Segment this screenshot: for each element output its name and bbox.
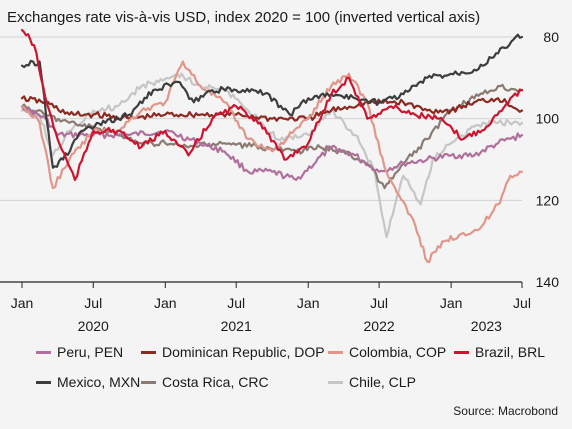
x-tick-label: Jan: [440, 295, 463, 311]
x-tick-label: Jan: [297, 295, 320, 311]
source-note: Source: Macrobond: [453, 404, 558, 418]
x-year-label: 2020: [78, 318, 109, 334]
legend-item-dominican-republic: Dominican Republic, DOP: [141, 344, 325, 360]
legend-label-dominican-republic: Dominican Republic, DOP: [162, 344, 325, 360]
x-tick-label: Jan: [154, 295, 177, 311]
legend-swatch-costa-rica: [141, 380, 156, 384]
legend-swatch-colombia: [328, 350, 343, 354]
y-tick-label: 80: [543, 29, 559, 45]
legend-swatch-chile: [328, 380, 343, 384]
x-tick-label: Jul: [84, 295, 102, 311]
series-line-chile: [20, 72, 524, 239]
x-tick-label: Jul: [513, 295, 531, 311]
legend-label-costa-rica: Costa Rica, CRC: [162, 374, 269, 390]
series-line-colombia: [20, 60, 524, 263]
series-lines: [20, 28, 524, 263]
legend-label-chile: Chile, CLP: [349, 374, 416, 390]
legend-item-costa-rica: Costa Rica, CRC: [141, 374, 269, 390]
x-tick-label: Jul: [227, 295, 245, 311]
legend-swatch-peru: [36, 350, 51, 354]
y-tick-label: 100: [536, 111, 560, 127]
y-tick-label: 120: [536, 192, 560, 208]
legend-swatch-mexico: [36, 380, 51, 384]
legend-label-brazil: Brazil, BRL: [475, 344, 546, 360]
series-line-mexico: [20, 33, 524, 169]
gridlines: [0, 36, 522, 283]
legend-item-colombia: Colombia, COP: [328, 344, 446, 360]
x-year-label: 2022: [364, 318, 395, 334]
x-year-label: 2023: [471, 318, 502, 334]
line-chart: Exchanges rate vis-à-vis USD, index 2020…: [0, 9, 559, 334]
legend-swatch-dominican-republic: [141, 350, 156, 354]
series-line-peru: [20, 105, 524, 181]
legend-item-brazil: Brazil, BRL: [454, 344, 545, 360]
legend-item-peru: Peru, PEN: [36, 344, 123, 360]
series-line-dominican-republic: [20, 95, 524, 122]
legend-label-colombia: Colombia, COP: [349, 344, 447, 360]
legend-label-peru: Peru, PEN: [57, 344, 124, 360]
axes: 80 100 120 140 Jan Jul Jan Jul Jan Jul Jan Jul 2020 2…: [0, 29, 559, 334]
legend-swatch-brazil: [454, 350, 469, 354]
y-tick-label: 140: [536, 274, 560, 290]
legend-item-chile: Chile, CLP: [328, 374, 416, 390]
legend-item-mexico: Mexico, MXN: [36, 374, 140, 390]
x-tick-label: Jul: [370, 295, 388, 311]
chart-title: Exchanges rate vis-à-vis USD, index 2020…: [7, 9, 480, 26]
legend-label-mexico: Mexico, MXN: [57, 374, 141, 390]
x-year-label: 2021: [221, 318, 252, 334]
x-tick-label: Jan: [11, 295, 34, 311]
series-line-brazil: [20, 28, 524, 181]
